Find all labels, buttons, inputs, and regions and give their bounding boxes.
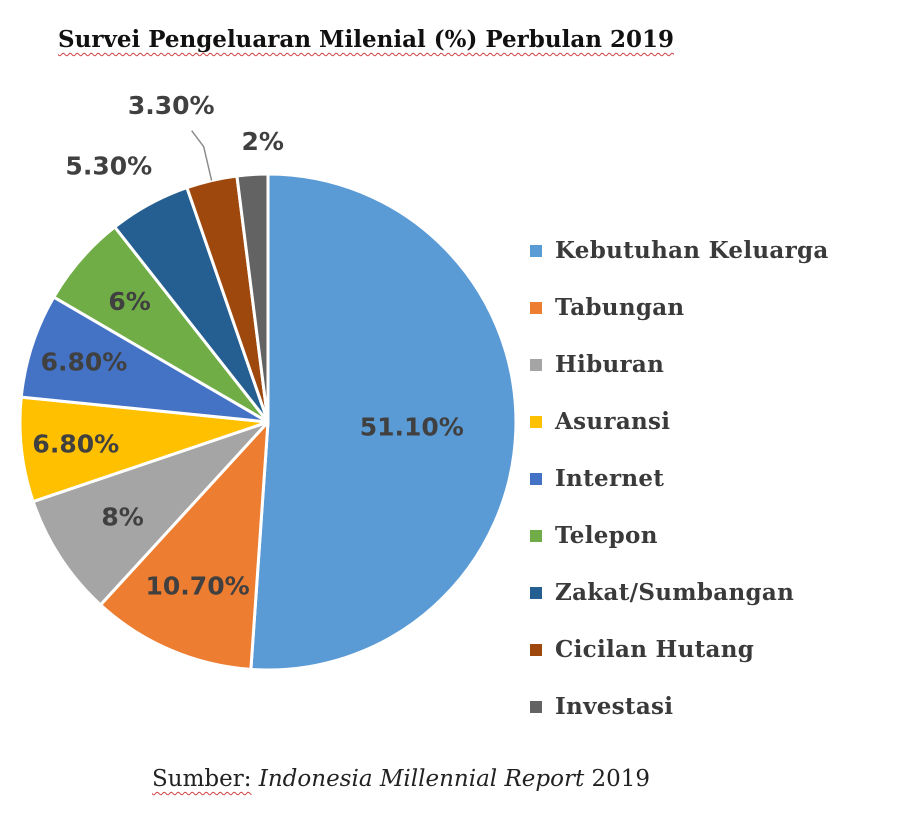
legend-item-hiburan: Hiburan: [530, 336, 829, 393]
legend-swatch: [530, 586, 542, 599]
legend-item-investasi: Investasi: [530, 678, 829, 735]
pie-slice-kebutuhan-keluarga: [249, 172, 518, 672]
legend-label: Telepon: [555, 522, 658, 549]
legend-swatch: [530, 472, 542, 485]
legend-label: Kebutuhan Keluarga: [555, 237, 829, 264]
data-label-asuransi: 6.80%: [32, 429, 119, 458]
legend-swatch: [530, 700, 542, 713]
source-prefix: Sumber:: [152, 766, 252, 792]
pie-slice-investasi: [235, 172, 270, 424]
legend-swatch: [530, 643, 542, 656]
source-note: Sumber: Indonesia Millennial Report 2019: [152, 766, 650, 792]
data-label-telepon: 6%: [108, 287, 150, 316]
chart-legend: Kebutuhan Keluarga Tabungan Hiburan Asurans…: [530, 222, 829, 735]
legend-swatch: [530, 244, 542, 257]
legend-label: Zakat/Sumbangan: [555, 579, 795, 606]
legend-item-tabungan: Tabungan: [530, 279, 829, 336]
legend-item-cicilan-hutang: Cicilan Hutang: [530, 621, 829, 678]
data-label-internet: 6.80%: [41, 348, 128, 377]
legend-swatch: [530, 415, 542, 428]
legend-item-internet: Internet: [530, 450, 829, 507]
pie-slice-asuransi: [18, 395, 270, 504]
legend-item-zakat-sumbangan: Zakat/Sumbangan: [530, 564, 829, 621]
data-label-zakat-sumbangan: 5.30%: [65, 152, 152, 181]
pie-slice-tabungan: [99, 420, 270, 671]
legend-label: Tabungan: [555, 294, 685, 321]
legend-label: Investasi: [555, 693, 674, 720]
chart-title: Survei Pengeluaran Milenial (%) Perbulan…: [58, 26, 674, 53]
data-label-kebutuhan-keluarga: 51.10%: [360, 413, 464, 442]
data-label-hiburan: 8%: [101, 502, 143, 531]
source-year: 2019: [591, 766, 651, 792]
legend-item-asuransi: Asuransi: [530, 393, 829, 450]
pie-slice-internet: [19, 295, 270, 424]
legend-item-kebutuhan-keluarga: Kebutuhan Keluarga: [530, 222, 829, 279]
legend-label: Asuransi: [555, 408, 671, 435]
leader-line-cicilan-hutang: [191, 130, 213, 181]
legend-label: Cicilan Hutang: [555, 636, 755, 663]
legend-item-telepon: Telepon: [530, 507, 829, 564]
legend-swatch: [530, 358, 542, 371]
pie-slice-hiburan: [31, 420, 270, 607]
data-label-investasi: 2%: [241, 127, 283, 156]
source-report-name: Indonesia Millennial Report: [258, 766, 585, 792]
legend-swatch: [530, 529, 542, 542]
legend-label: Internet: [555, 465, 665, 492]
data-label-cicilan-hutang: 3.30%: [128, 91, 215, 120]
legend-swatch: [530, 301, 542, 314]
data-label-tabungan: 10.70%: [146, 572, 250, 601]
legend-label: Hiburan: [555, 351, 665, 378]
